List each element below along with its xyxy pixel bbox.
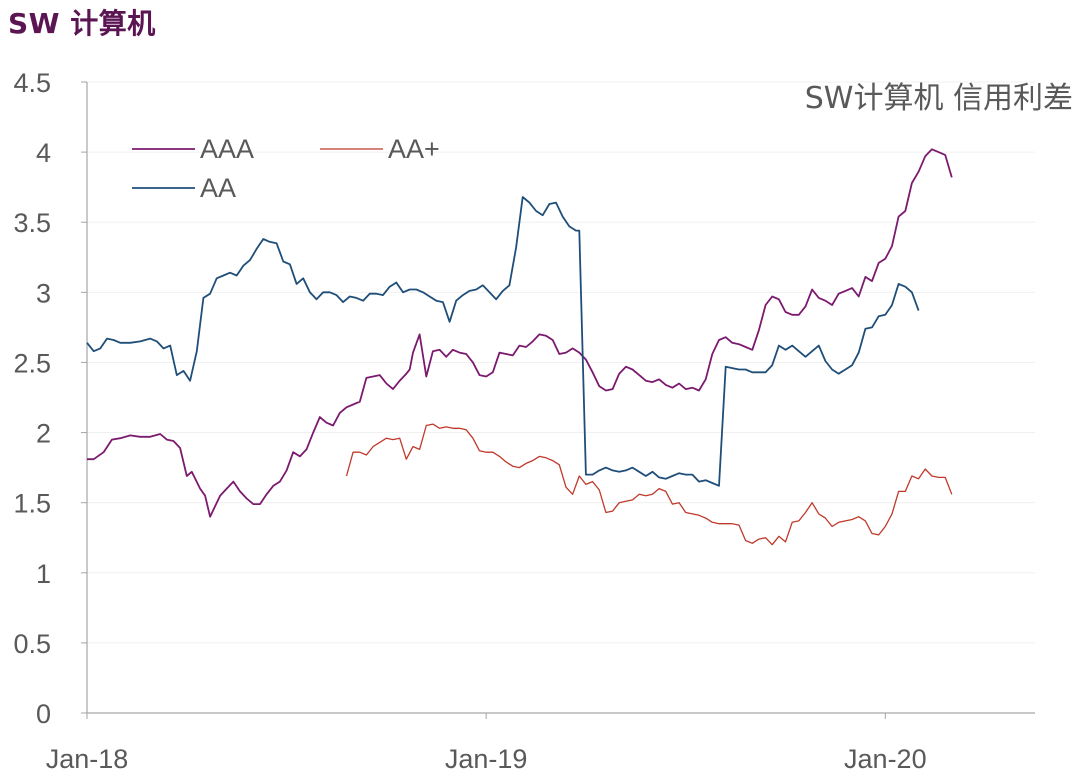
y-tick-label: 2	[36, 419, 51, 449]
y-tick-label: 1	[36, 559, 51, 589]
y-tick-label: 4.5	[13, 68, 51, 98]
y-tick-label: 0	[36, 699, 51, 729]
chart-series	[86, 148, 953, 546]
series-line-aaa	[87, 148, 953, 518]
y-tick-label: 0.5	[13, 629, 51, 659]
page-title: SW 计算机	[8, 7, 156, 40]
x-tick-label: Jan-19	[445, 744, 528, 774]
x-tick-label: Jan-20	[844, 744, 927, 774]
legend-label-aa: AA	[200, 173, 236, 203]
y-axis-ticks: 0 0.5 1 1.5 2 2.5 3 3.5 4 4.5	[13, 68, 87, 729]
y-tick-label: 2.5	[13, 348, 51, 378]
y-tick-label: 4	[36, 138, 51, 168]
y-tick-label: 3.5	[13, 208, 51, 238]
x-tick-label: Jan-18	[46, 744, 129, 774]
chart-axes	[86, 82, 1035, 714]
y-tick-label: 1.5	[13, 489, 51, 519]
series-line-aa-plus	[345, 423, 953, 546]
chart-legend: AAA AA+ AA	[132, 134, 440, 203]
y-tick-label: 3	[36, 278, 51, 308]
x-axis-ticks: Jan-18 Jan-19 Jan-20	[46, 713, 927, 774]
series-line-aa	[86, 196, 920, 487]
chart-title: SW计算机 信用利差	[805, 81, 1073, 116]
chart-gridlines	[87, 81, 1035, 644]
legend-label-aa-plus: AA+	[388, 134, 440, 164]
legend-label-aaa: AAA	[200, 134, 254, 164]
